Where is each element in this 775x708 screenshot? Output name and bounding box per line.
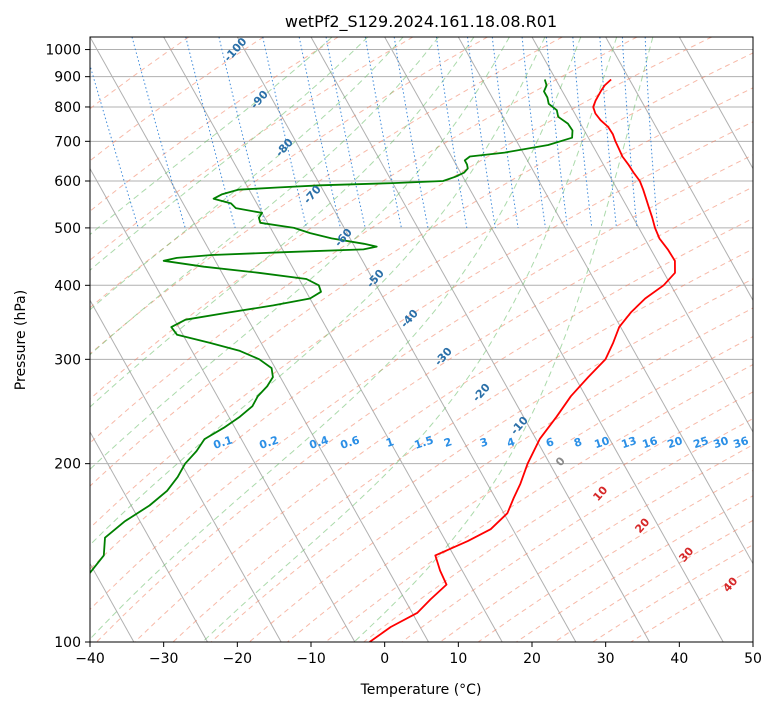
mixing-ratio-label: 20 — [666, 434, 685, 451]
dry-adiabat — [287, 336, 753, 642]
mixing-ratio-label: 0.1 — [212, 433, 235, 451]
dry-adiabat — [90, 87, 753, 529]
y-axis: 100 200 300 400 500 600 700 800 900 1000 — [45, 43, 90, 651]
mixing-ratio-label: 3 — [478, 435, 489, 450]
y-tick-label: 300 — [54, 352, 81, 368]
x-tick-label: −30 — [149, 651, 179, 667]
mixing-ratio-label: 4 — [505, 435, 517, 450]
dry-adiabat — [96, 186, 753, 642]
mixing-ratio-label: 1 — [384, 435, 395, 450]
plot-frame — [89, 36, 754, 643]
dry-adiabat — [90, 37, 488, 309]
mixing-ratio-label: 6 — [544, 435, 556, 450]
isotherm-line — [236, 37, 577, 642]
x-tick-label: 20 — [523, 651, 541, 667]
mixing-ratio-line — [298, 37, 341, 229]
x-tick-label: 0 — [380, 651, 389, 667]
y-tick-label: 200 — [54, 457, 81, 473]
dry-adiabat — [90, 52, 753, 487]
moist-adiabat — [353, 37, 654, 642]
y-tick-label: 900 — [54, 70, 81, 86]
mixing-ratio-label: 1.5 — [413, 433, 436, 451]
dry-adiabat — [90, 37, 339, 212]
y-tick-label: 700 — [54, 134, 81, 150]
isotherm-line — [531, 37, 753, 433]
y-tick-label: 100 — [54, 635, 81, 651]
moist-adiabat — [90, 37, 333, 236]
mixing-ratio-label: 25 — [692, 434, 711, 451]
dewpoint-profile — [90, 79, 574, 642]
dry-adiabat — [90, 121, 753, 570]
mixing-ratio-label: 36 — [732, 434, 751, 451]
isotherm-line — [457, 37, 753, 565]
y-tick-label: 600 — [54, 174, 81, 190]
y-tick-label: 800 — [54, 100, 81, 116]
mixing-ratio-label: 8 — [572, 435, 583, 450]
mixing-ratio-line — [491, 37, 519, 228]
isotherm-line — [90, 430, 208, 642]
dry-adiabat — [90, 37, 638, 400]
mixing-ratio-label: 0.2 — [258, 433, 281, 451]
isotherm-line — [384, 37, 724, 642]
data-lines — [90, 78, 676, 642]
dry-adiabat — [210, 278, 753, 642]
mixing-ratio-line — [218, 37, 267, 229]
moist-adiabat — [90, 37, 582, 640]
y-tick-label: 1000 — [45, 43, 81, 59]
isotherm-line — [163, 37, 503, 642]
y-tick-label: 500 — [54, 221, 81, 237]
moist-adiabat — [90, 37, 475, 408]
mixing-ratio-line — [572, 37, 593, 228]
x-tick-label: 40 — [670, 651, 688, 667]
mixing-ratio-line — [185, 37, 236, 229]
dry-adiabat — [90, 37, 712, 444]
temperature-profile — [369, 78, 676, 642]
dry-adiabat — [363, 391, 753, 642]
chart-title: wetPf2_S129.2024.161.18.08.R01 — [285, 12, 557, 32]
isotherm-line — [678, 37, 753, 170]
mixing-ratio-label: 2 — [442, 435, 453, 450]
moist-adiabat — [90, 37, 404, 311]
x-tick-label: −40 — [75, 651, 105, 667]
x-tick-label: 30 — [597, 651, 615, 667]
isotherm-line — [90, 299, 282, 642]
isotherm-line — [605, 37, 753, 302]
x-tick-label: −10 — [296, 651, 326, 667]
mixing-ratio-line — [90, 63, 139, 229]
x-tick-label: 10 — [449, 651, 467, 667]
dry-adiabat — [90, 37, 190, 110]
isotherm-line — [90, 37, 429, 642]
mixing-ratio-label: 0.6 — [339, 433, 362, 451]
x-axis-title: Temperature (°C) — [360, 682, 482, 698]
dry-adiabat — [90, 37, 264, 162]
mixing-ratio-label: 13 — [620, 434, 639, 451]
dry-adiabat — [134, 217, 753, 642]
mixing-ratio-line — [521, 37, 546, 228]
mixing-ratio-label: 0.4 — [308, 433, 331, 451]
mixing-ratio-line — [131, 37, 186, 229]
mixing-ratio-line — [467, 37, 496, 228]
x-tick-label: 50 — [744, 651, 762, 667]
x-tick-label: −20 — [223, 651, 253, 667]
isotherm-line — [90, 167, 356, 642]
dry-adiabat — [90, 154, 753, 611]
mixing-ratio-line — [545, 37, 568, 228]
mixing-ratio-line — [262, 37, 308, 229]
mixing-ratio-line — [599, 37, 617, 228]
moist-adiabat — [90, 37, 369, 271]
moist-adiabat — [90, 37, 510, 470]
mixing-ratio-label: 10 — [593, 434, 612, 451]
mixing-ratio-line — [435, 37, 468, 228]
dry-adiabat — [90, 37, 414, 261]
mixing-ratio-label: 16 — [641, 434, 660, 451]
mixing-ratio-label: 30 — [712, 434, 731, 451]
background-lines — [90, 37, 753, 642]
y-axis-title: Pressure (hPa) — [13, 290, 29, 390]
moist-adiabat — [202, 37, 618, 642]
x-axis: −40 −30 −20 −10 0 10 20 30 40 50 — [75, 642, 762, 667]
y-tick-label: 400 — [54, 278, 81, 294]
